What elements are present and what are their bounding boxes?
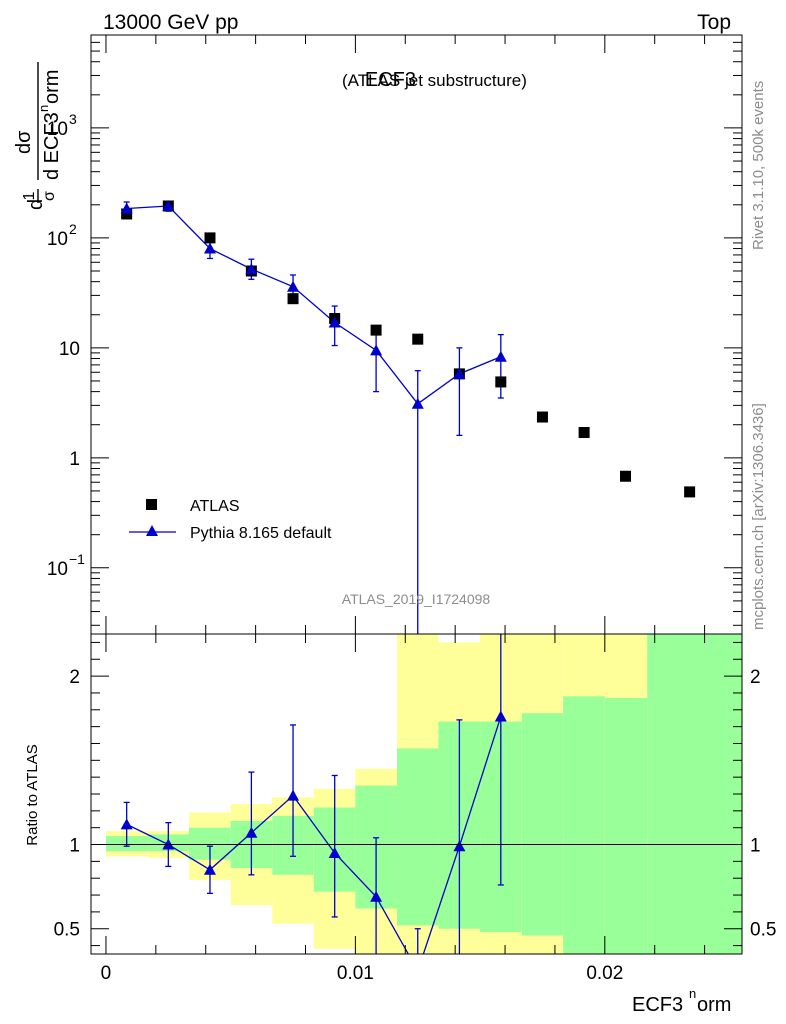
atlas-point [204,232,216,244]
ratio-y-tick-label: 0.5 [54,920,80,941]
legend-pythia-marker [146,525,158,536]
ratio-x-tick-label: 0.02 [586,963,623,984]
ratio-xlabel: ECF3 n orm [632,986,731,1016]
atlas-point [370,324,382,336]
y-tick-base: 10 [47,229,68,250]
ratio-pythia-point [120,818,133,830]
plot-title: ECF3 [365,69,416,91]
y-tick-exp: 3 [69,111,77,127]
pythia-point [203,242,216,254]
ylabel-bottom-suffix: orm [41,70,63,104]
pythia-point [328,316,341,328]
atlas-point [578,426,590,438]
header-right: Top [697,11,731,34]
legend: ATLAS Pythia 8.165 default [129,498,332,542]
ratio-y-tick-label-right: 2 [750,667,761,688]
pythia-point [494,350,507,362]
y-tick-base: 1 [69,449,80,470]
atlas-point [536,411,548,423]
y-tick-exp: 2 [69,221,77,237]
ratio-pythia-point [453,840,466,852]
pythia-line [126,205,502,405]
xlabel-suffix: orm [697,994,731,1016]
pythia-point [411,397,424,409]
ratio-x-tick-label: 0.01 [337,963,374,984]
uncertainty-band-green [647,634,742,954]
ratio-pythia-line [126,716,502,954]
xlabel-sup: n [689,986,696,1001]
pythia-point [245,263,258,275]
pythia-point [453,367,466,379]
y-tick-base: 10 [59,339,80,360]
ylabel-bottom-sup: n [36,105,51,112]
atlas-point [684,486,696,498]
ratio-x-tick-label: 0 [101,963,112,984]
atlas-point [620,470,632,482]
ratio-pythia-point [370,890,383,902]
y-tick-base: 10 [47,119,68,140]
ratio-pythia-point [245,826,258,838]
ratio-y-tick-label-right: 0.5 [750,920,776,941]
ratio-panel: 0.5 0.5 1 1 2 2 0 0.01 0.02 Ratio to ATLAS ECF3 … [24,633,776,1016]
plot-subtitle: (ATLAS jet substructure) [342,71,527,90]
atlas-point [412,333,424,345]
uncertainty-band-green [521,713,564,936]
ratio-ylabel: Ratio to ATLAS [24,744,41,845]
ratio-y-tick-label: 2 [69,667,80,688]
ylabel-pre: d [25,199,47,210]
y-tick-base: 10 [47,559,68,580]
xlabel-prefix: ECF3 [632,994,683,1016]
ratio-pythia-point [412,965,424,976]
ratio-y-tick-label: 1 [69,836,80,857]
uncertainty-band-green [604,698,648,954]
atlas-point [287,293,299,305]
mcplots-info: mcplots.cern.ch [arXiv:1306.3436] [750,403,767,630]
ratio-y-tick-label-right: 1 [750,836,761,857]
ratio-pythia-point [287,789,300,801]
y-tick-label: 10 −1 [47,551,85,580]
atlas-point [495,376,507,388]
ratio-pythia-point [203,863,216,875]
ratio-pythia-point [328,846,341,858]
pythia-point [370,344,383,356]
uncertainty-band-green [563,696,605,954]
y-tick-exp: −1 [69,551,85,567]
pythia-point [120,202,133,214]
pythia-point [287,280,300,292]
header-left: 13000 GeV pp [103,11,238,34]
legend-atlas-label: ATLAS [190,498,240,515]
ylabel-frac-den: σ [41,191,58,201]
atlas-point [121,208,133,220]
pythia-point [162,200,175,212]
rivet-info: Rivet 3.1.10, 500k events [750,81,767,250]
y-tick-label: 10 [59,339,80,360]
y-tick-label: 10 2 [47,221,77,250]
ratio-pythia-point [494,710,507,722]
uncertainty-band-green [397,748,439,926]
ylabel-frac-num: 1 [21,191,38,200]
ylabel-bottom-prefix: d ECF3 [41,112,63,180]
main-ylabel: d 1 σ dσ d ECF3 n orm [13,62,63,210]
legend-atlas-marker [146,499,157,510]
y-tick-label: 103 [47,111,77,140]
legend-pythia-label: Pythia 8.165 default [190,525,332,542]
y-tick-label: 1 [69,449,80,470]
analysis-watermark: ATLAS_2019_I1724098 [342,591,491,607]
ylabel-top: dσ [13,130,35,154]
